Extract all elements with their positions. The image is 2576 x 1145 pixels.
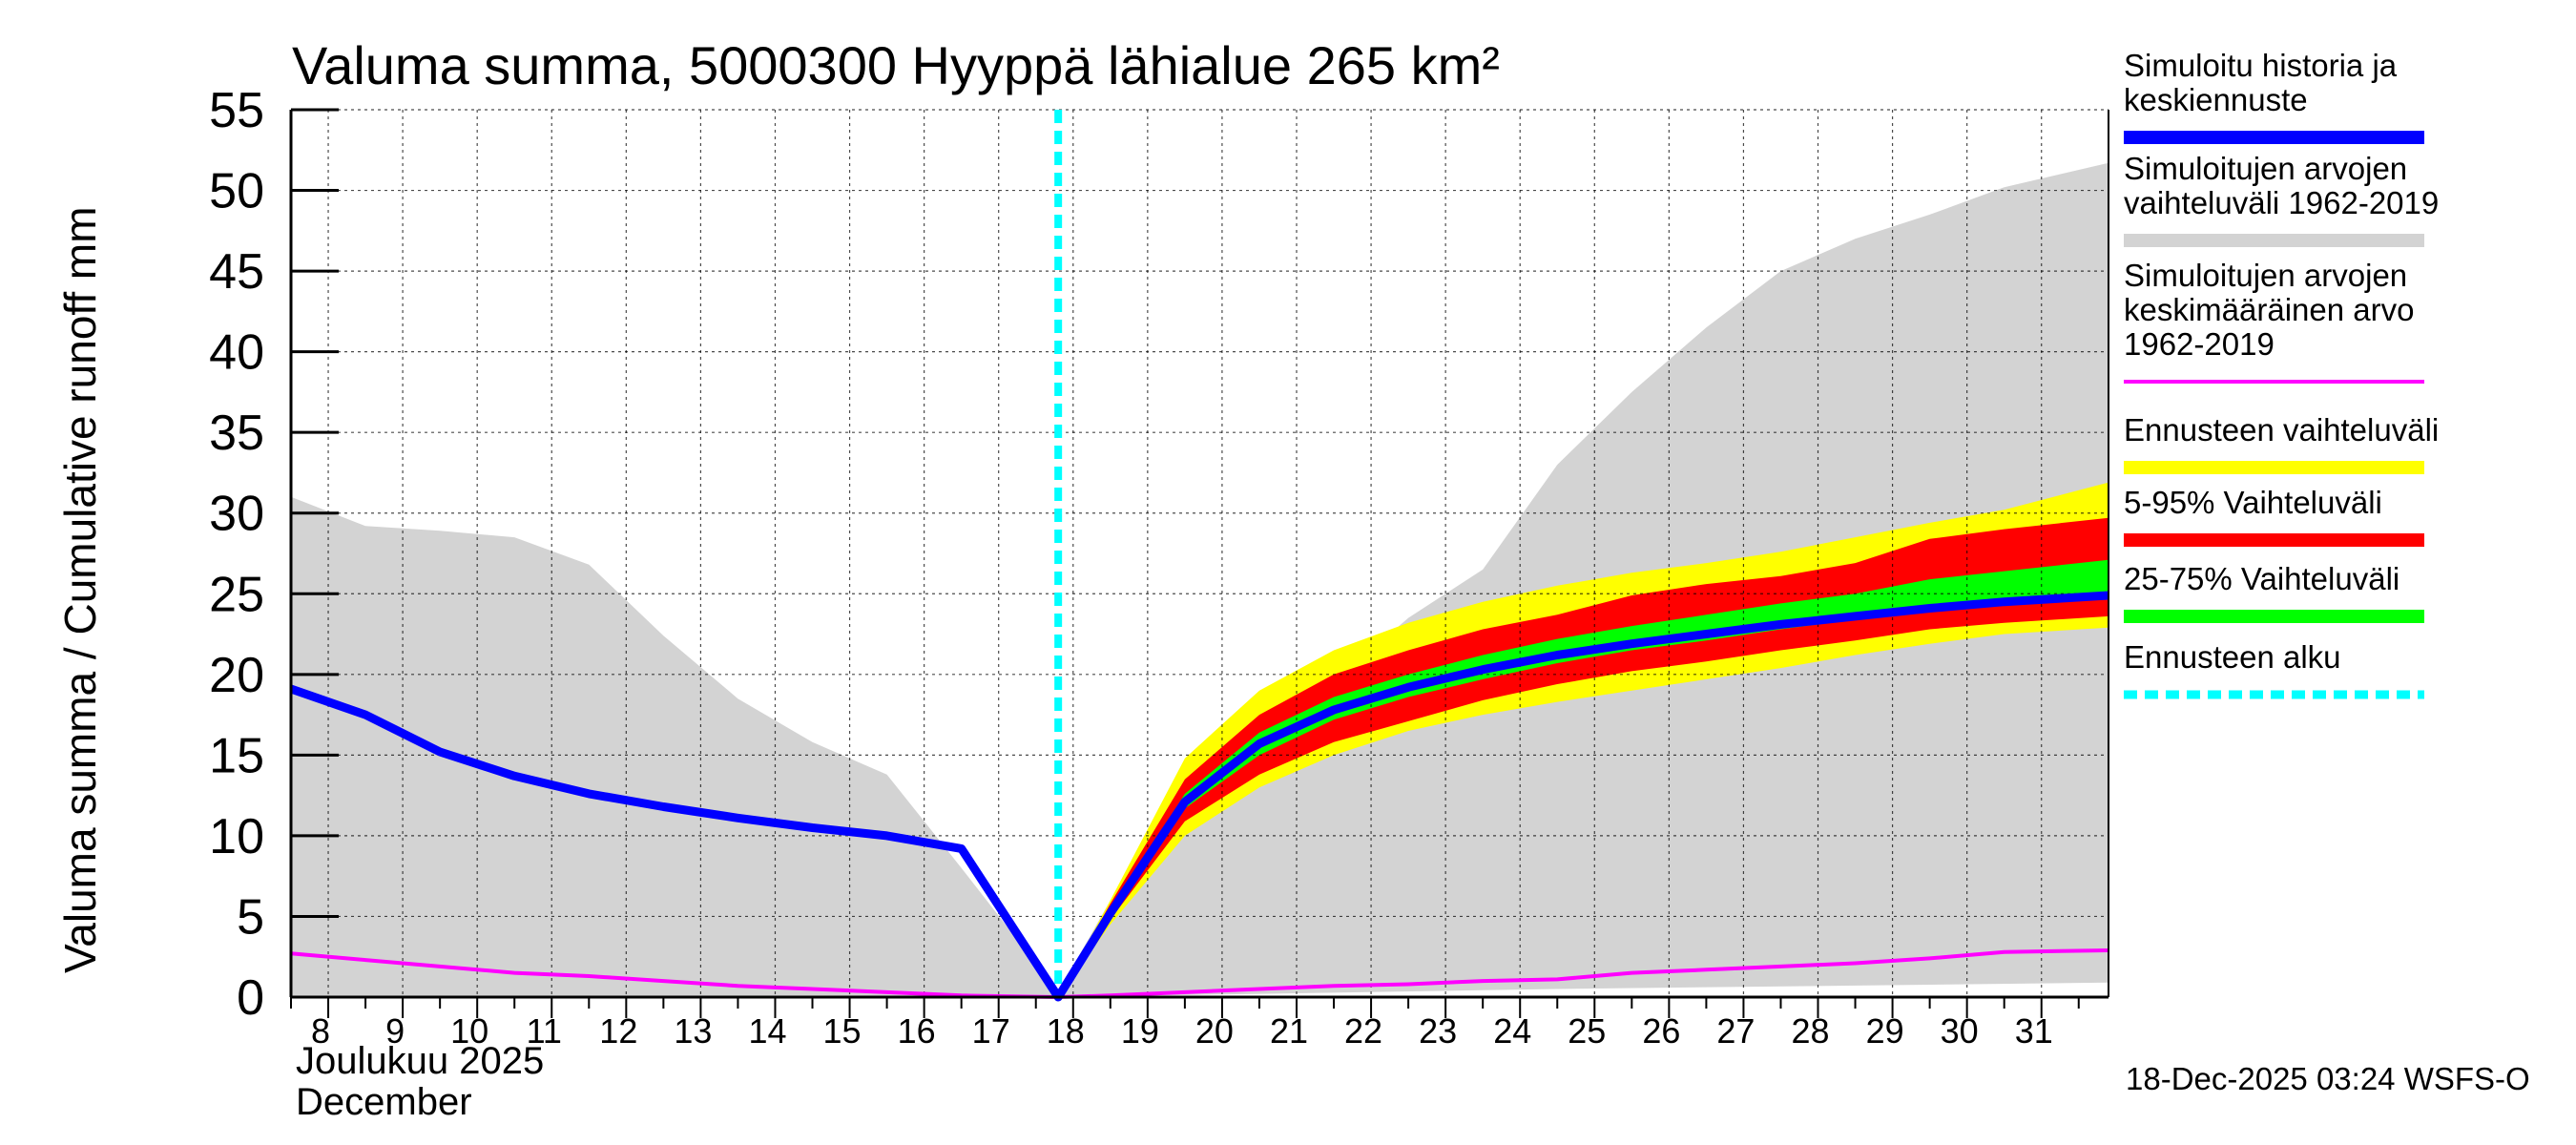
y-tick-label: 45 [209, 244, 264, 300]
legend-label: vaihteluväli 1962-2019 [2124, 185, 2439, 220]
x-tick-label: 14 [748, 1011, 786, 1051]
y-tick-label: 0 [237, 970, 264, 1026]
y-tick-label: 55 [209, 83, 264, 138]
x-axis-month-en: December [296, 1081, 472, 1123]
x-tick-label: 12 [599, 1011, 637, 1051]
x-tick-label: 11 [527, 1011, 562, 1051]
axes: 0 5 10 15 20 25 30 35 40 45 50 55 8 9 10 11 12 13 14 15 16 17… [209, 83, 2109, 1051]
x-tick-label: 18 [1047, 1011, 1085, 1051]
legend-label: 25-75% Vaihteluväli [2124, 561, 2399, 596]
x-tick-label: 15 [823, 1011, 862, 1051]
chart-title: Valuma summa, 5000300 Hyyppä lähialue 26… [292, 35, 1500, 95]
y-tick-label: 35 [209, 406, 264, 461]
y-tick-label: 15 [209, 728, 264, 783]
x-tick-label: 28 [1791, 1011, 1829, 1051]
plot-area [289, 109, 2109, 1002]
mean-line [290, 948, 2109, 1000]
legend-label: 5-95% Vaihteluväli [2124, 485, 2382, 520]
legend-label: Simuloitujen arvojen [2124, 258, 2407, 293]
x-tick-label: 27 [1716, 1011, 1755, 1051]
history-median-line [289, 591, 2109, 1002]
footer-timestamp: 18-Dec-2025 03:24 WSFS-O [2126, 1061, 2530, 1096]
legend-label: Ennusteen alku [2124, 639, 2341, 675]
legend-label: Ennusteen vaihteluväli [2124, 412, 2439, 448]
x-tick-label: 24 [1493, 1011, 1531, 1051]
legend-label: keskimääräinen arvo [2124, 292, 2414, 327]
legend-label: Simuloitu historia ja [2124, 48, 2398, 83]
x-tick-label: 8 [311, 1011, 330, 1051]
y-tick-label: 50 [209, 164, 264, 219]
legend-label: keskiennuste [2124, 82, 2308, 117]
y-tick-label: 30 [209, 487, 264, 542]
x-tick-label: 26 [1642, 1011, 1680, 1051]
x-tick-label: 17 [972, 1011, 1010, 1051]
x-tick-label: 29 [1866, 1011, 1904, 1051]
x-tick-label: 30 [1941, 1011, 1979, 1051]
y-axis-label: Valuma summa / Cumulative runoff mm [55, 206, 105, 973]
x-tick-label: 22 [1344, 1011, 1382, 1051]
y-tick-label: 10 [209, 809, 264, 864]
legend-label: Simuloitujen arvojen [2124, 151, 2407, 186]
x-tick-label: 19 [1121, 1011, 1159, 1051]
x-axis-month-fi: Joulukuu 2025 [296, 1040, 544, 1082]
x-tick-label: 20 [1195, 1011, 1234, 1051]
x-tick-label: 10 [450, 1011, 488, 1051]
legend-label: 1962-2019 [2124, 326, 2275, 362]
y-tick-label: 40 [209, 325, 264, 381]
y-tick-label: 25 [209, 567, 264, 622]
p5-95-band [1058, 517, 2109, 997]
y-tick-label: 5 [237, 889, 264, 945]
x-tick-label: 31 [2015, 1011, 2053, 1051]
history-range-area [291, 162, 2109, 998]
y-tick-label: 20 [209, 648, 264, 703]
x-tick-label: 25 [1568, 1011, 1606, 1051]
x-tick-label: 13 [674, 1011, 712, 1051]
x-tick-label: 16 [898, 1011, 936, 1051]
x-tick-label: 23 [1419, 1011, 1457, 1051]
x-tick-label: 21 [1270, 1011, 1308, 1051]
x-tick-label: 9 [385, 1011, 405, 1051]
